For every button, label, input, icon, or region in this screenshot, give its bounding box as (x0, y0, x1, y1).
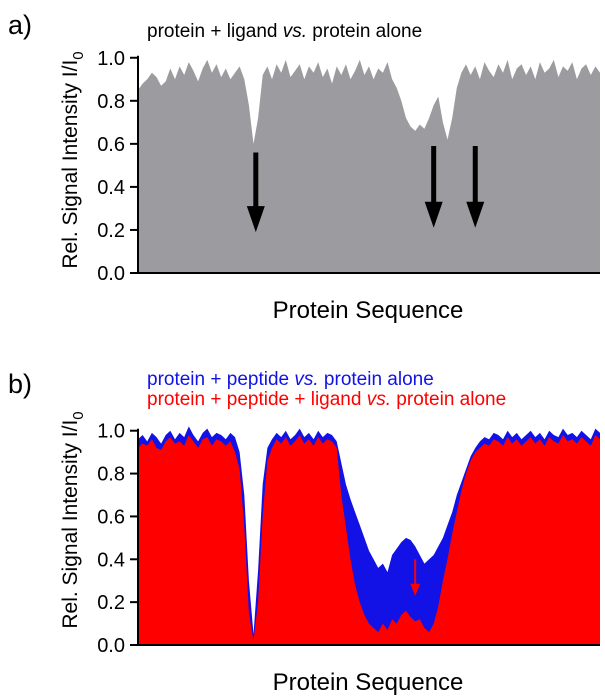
legend-entry-blue: protein + peptide vs. protein alone (147, 369, 434, 390)
x-axis-label-b: Protein Sequence (273, 669, 464, 696)
panel-b: b) Rel. Signal Intensity I/I0 0.00.20.40… (8, 369, 600, 696)
legend-0-part-2: protein alone (319, 369, 434, 390)
y-ticks-b: 0.0 0.2 0.4 0.6 0.8 1.0 (97, 421, 138, 657)
arrow-head-a-0 (246, 206, 265, 233)
y-tick-label-a-1: 0.2 (97, 220, 125, 242)
x-axis-label-a: Protein Sequence (273, 297, 464, 324)
panel-a: a) Rel. Signal Intensity I/I0 0.00.20.40… (8, 10, 600, 324)
y-tick-label-a-5: 1.0 (97, 48, 125, 70)
y-tick-label-b-4: 0.8 (97, 464, 125, 486)
legend-1-part-2: protein alone (391, 389, 506, 410)
area-series-a-0 (138, 59, 600, 274)
y-axis-label-text-b: Rel. Signal Intensity I/I (59, 420, 82, 629)
y-axis-label-subscript-a: 0 (70, 51, 87, 59)
y-axis-label-subscript-b: 0 (70, 411, 87, 419)
y-tick-label-b-2: 0.4 (97, 549, 125, 571)
chart-title-a: protein + ligand vs. protein alone (147, 21, 422, 42)
y-tick-label-a-3: 0.6 (97, 134, 125, 156)
y-tick-label-a-2: 0.4 (97, 177, 125, 199)
y-axis-label-a: Rel. Signal Intensity I/I0 (59, 51, 87, 268)
legend-1-part-0: protein + peptide + ligand (147, 389, 367, 410)
y-tick-label-b-1: 0.2 (97, 592, 125, 614)
panel-label-a: a) (8, 10, 32, 40)
y-tick-label-b-5: 1.0 (97, 421, 125, 443)
arrow-head-a-2 (466, 201, 485, 228)
y-tick-label-b-0: 0.0 (97, 635, 125, 657)
area-series-b-1 (138, 435, 600, 645)
chart-title-a-part-1: vs. (283, 21, 307, 42)
y-ticks-a: 0.0 0.2 0.4 0.6 0.8 1.0 (97, 48, 138, 285)
legend-0-part-1: vs. (294, 369, 318, 390)
y-tick-label-b-3: 0.6 (97, 506, 125, 528)
panel-label-b: b) (8, 369, 32, 399)
legend-1-part-1: vs. (367, 389, 391, 410)
plot-area-b (137, 426, 600, 646)
y-axis-label-text-a: Rel. Signal Intensity I/I (59, 60, 82, 269)
chart-title-a-part-0: protein + ligand (147, 21, 283, 42)
y-tick-label-a-0: 0.0 (97, 263, 125, 285)
arrow-head-a-1 (424, 201, 443, 228)
chart-title-a-part-2: protein alone (307, 21, 422, 42)
arrow-head-b-0 (410, 583, 421, 596)
y-tick-label-a-4: 0.8 (97, 91, 125, 113)
legend-entry-red: protein + peptide + ligand vs. protein a… (147, 389, 506, 410)
y-axis-label-b: Rel. Signal Intensity I/I0 (59, 411, 87, 628)
plot-area-a (137, 55, 600, 274)
legend-0-part-0: protein + peptide (147, 369, 294, 390)
